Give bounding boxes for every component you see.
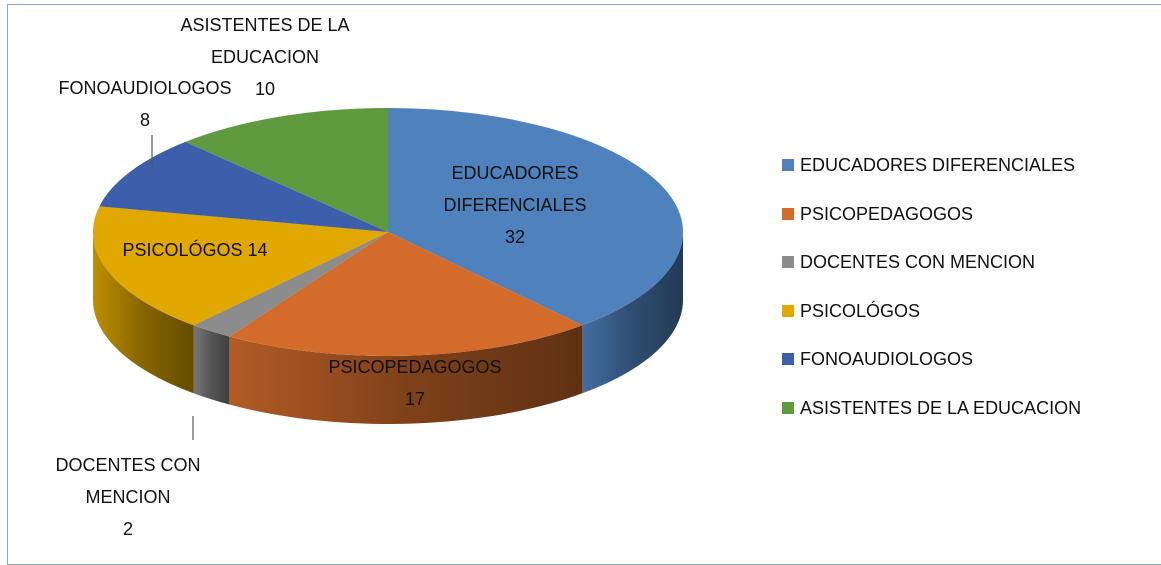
data-label: PSICOPEDAGOGOS 17	[305, 351, 525, 415]
data-label-value: 10	[254, 79, 276, 99]
data-label: ASISTENTES DE LA EDUCACION 10	[165, 9, 365, 105]
data-label-value: 32	[504, 227, 526, 247]
legend-entry: EDUCADORES DIFERENCIALES	[782, 155, 1075, 175]
legend-label: PSICOLÓGOS	[800, 300, 921, 321]
slice	[193, 232, 388, 337]
legend-swatch	[782, 159, 794, 171]
slice	[92, 206, 388, 326]
legend-swatch	[782, 353, 794, 365]
data-label-category: PSICOPEDAGOGOS	[328, 357, 502, 377]
legend-entry: DOCENTES CON MENCION	[782, 252, 1035, 272]
legend-label: ASISTENTES DE LA EDUCACION	[800, 397, 1082, 418]
data-label-category: PSICOLÓGOS	[122, 240, 243, 260]
slice	[388, 108, 683, 326]
slice-side	[193, 325, 230, 405]
legend-swatch	[782, 401, 794, 414]
data-label-category: FONOAUDIOLOGOS	[58, 78, 232, 98]
legend-label: FONOAUDIOLOGOS	[800, 349, 974, 369]
legend-entry: FONOAUDIOLOGOS	[782, 349, 973, 369]
slice-side	[229, 325, 583, 424]
slice-side	[582, 232, 683, 394]
legend-swatch	[782, 256, 794, 268]
slice	[229, 232, 583, 356]
legend-label: PSICOPEDAGOGOS	[800, 203, 974, 224]
data-label-category: EDUCADORES DIFERENCIALES	[443, 163, 587, 215]
legend-label: EDUCADORES DIFERENCIALES	[800, 155, 1076, 175]
slice	[99, 141, 389, 232]
data-label-value: 14	[247, 240, 268, 260]
data-label-value: 17	[404, 389, 426, 409]
legend-label: DOCENTES CON MENCION	[800, 252, 1036, 272]
legend-entry: ASISTENTES DE LA EDUCACION	[782, 398, 1081, 418]
legend-entry: PSICOPEDAGOGOS	[782, 204, 973, 224]
legend-entry: PSICOLÓGOS	[782, 301, 920, 321]
slice-side	[93, 232, 194, 394]
slice	[185, 108, 388, 232]
legend-swatch	[782, 304, 794, 317]
data-label-value: 8	[139, 110, 150, 130]
data-label: FONOAUDIOLOGOS 8	[25, 72, 265, 136]
data-label: DOCENTES CON MENCION 2	[18, 449, 238, 545]
data-label-category: ASISTENTES DE LA EDUCACION	[180, 15, 350, 67]
data-label: EDUCADORES DIFERENCIALES 32	[415, 157, 615, 253]
data-label: PSICOLÓGOS 14	[65, 234, 325, 266]
data-label-value: 2	[122, 519, 133, 539]
data-label-category: DOCENTES CON MENCION	[55, 455, 201, 507]
legend-swatch	[782, 207, 794, 220]
